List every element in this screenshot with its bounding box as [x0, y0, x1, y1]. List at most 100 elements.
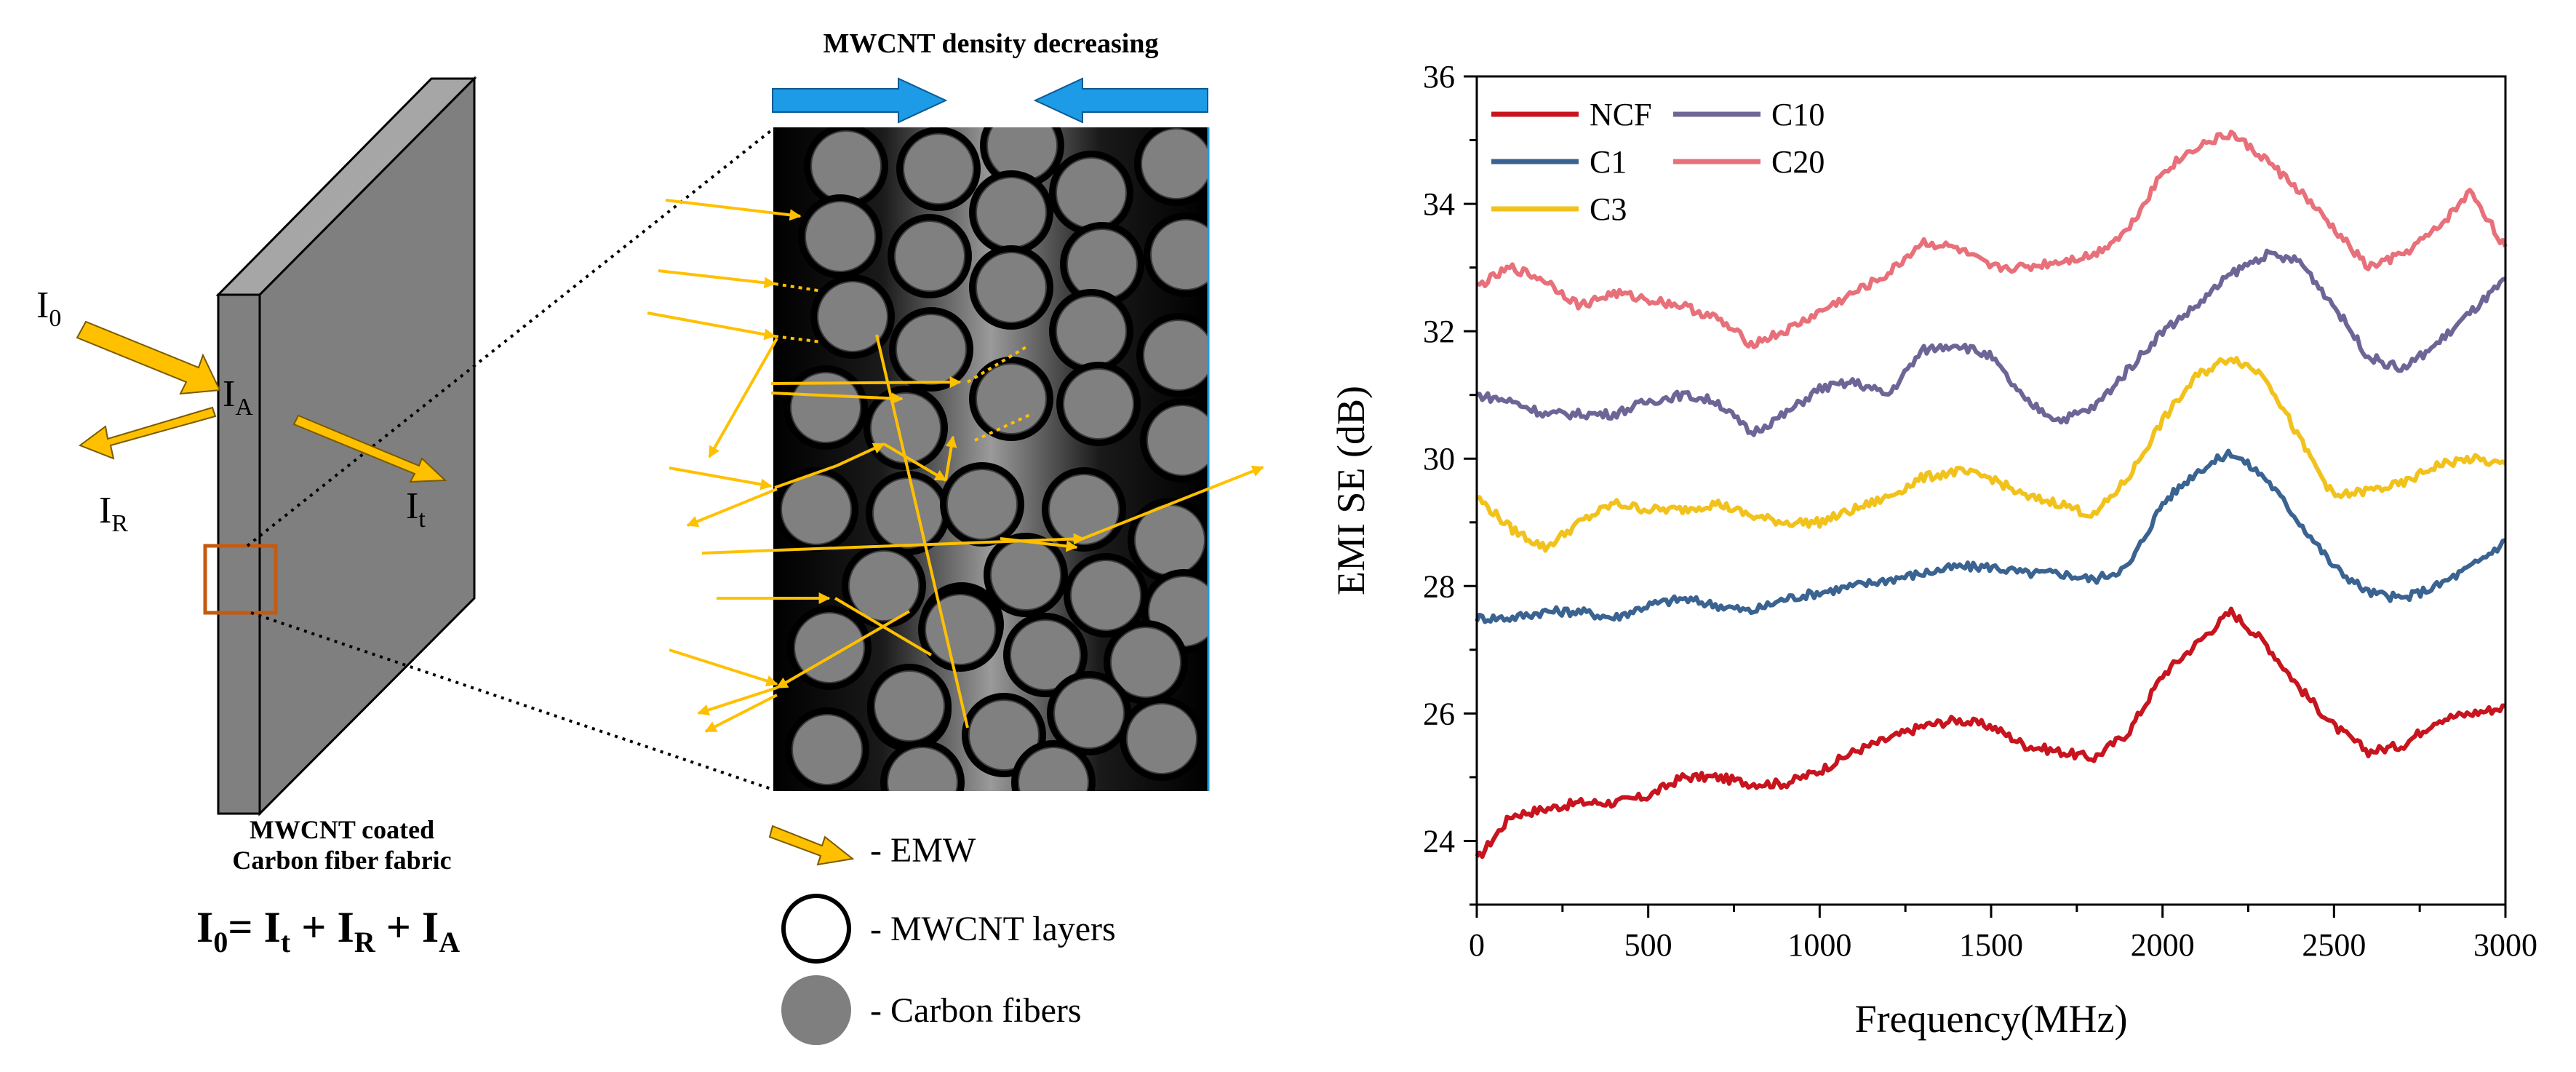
carbon-fiber	[872, 477, 944, 549]
x-tick-label: 0	[1469, 927, 1485, 963]
y-tick-label: 36	[1423, 59, 1455, 95]
carbon-fiber	[990, 539, 1061, 611]
emw-ray	[944, 435, 957, 481]
carbon-fiber	[1053, 678, 1125, 749]
chart-x-label: Frequency(MHz)	[1855, 997, 2128, 1041]
composite-cross-section	[773, 127, 1210, 791]
reflected-arrow	[78, 406, 217, 460]
fabric-caption-line1: MWCNT coated	[250, 815, 434, 844]
y-tick-label: 28	[1423, 568, 1455, 604]
series-line-c10	[1476, 248, 2506, 437]
legend-fiber-label: - Carbon fibers	[870, 991, 1082, 1030]
emw-reflected-ray	[708, 338, 778, 458]
carbon-fiber	[874, 670, 945, 742]
carbon-fiber	[805, 201, 876, 272]
fabric-caption-line2: Carbon fiber fabric	[232, 846, 451, 875]
carbon-fiber	[817, 281, 888, 352]
carbon-fiber	[1048, 474, 1120, 545]
carbon-fiber	[1018, 747, 1089, 791]
carbon-fiber	[790, 372, 861, 443]
carbon-fiber	[903, 133, 974, 205]
carbon-fiber	[870, 392, 941, 464]
emw-ray	[1073, 465, 1264, 544]
carbon-fiber	[968, 699, 1040, 771]
emw-ray	[1000, 537, 1078, 552]
emi-chart: 0 500 1000 1500 2000 2500 3000 24 26 28 30 32 34 36 F…	[1329, 59, 2537, 1041]
x-tick-label: 1500	[1959, 927, 2023, 963]
legend-label-ncf: NCF	[1590, 97, 1652, 132]
carbon-fiber	[1150, 219, 1208, 290]
y-tick-label: 32	[1423, 314, 1455, 349]
carbon-fiber	[848, 550, 920, 622]
emw-ray	[669, 648, 778, 687]
carbon-fiber	[1066, 229, 1138, 300]
chart-axes-group: 0 500 1000 1500 2000 2500 3000 24 26 28 30 32 34 36	[1423, 59, 2537, 963]
density-title: MWCNT density decreasing	[824, 28, 1159, 59]
chart-y-label: EMI SE (dB)	[1329, 386, 1373, 595]
emw-ray	[774, 464, 837, 489]
emw-ray	[647, 311, 776, 341]
x-tick-label: 1000	[1787, 927, 1851, 963]
series-line-c1	[1475, 448, 2506, 624]
zoom-region-box	[203, 544, 278, 615]
carbon-fiber	[1147, 405, 1208, 476]
series-line-ncf	[1475, 606, 2506, 859]
carbon-fiber	[896, 314, 967, 385]
wave-labels: I0 IA IR It	[36, 285, 426, 537]
emw-ray	[658, 269, 776, 289]
emw-ray	[770, 376, 962, 389]
legend-emw-arrow	[768, 825, 855, 866]
carbon-fiber	[894, 221, 965, 292]
fiber-layer	[774, 127, 1208, 791]
x-tick-label: 2500	[2302, 927, 2366, 963]
emw-reflected-ray	[686, 488, 778, 527]
chart-series-group	[1475, 130, 2508, 859]
carbon-fiber	[1126, 703, 1197, 774]
incident-arrow	[76, 320, 221, 395]
fabric-plate-diagram	[203, 76, 775, 817]
carbon-fiber	[1141, 128, 1208, 199]
legend-label-c1: C1	[1590, 144, 1627, 180]
carbon-fiber	[1010, 619, 1081, 691]
chart-plot-frame	[1475, 75, 2507, 906]
series-line-c3	[1476, 356, 2507, 553]
y-tick-label: 26	[1423, 696, 1455, 731]
middle-legend: - EMW - MWCNT layers - Carbon fibers	[768, 825, 1116, 1045]
emw-reflected-ray	[775, 610, 910, 689]
carbon-fiber	[1056, 157, 1127, 229]
emw-reflected-ray	[704, 694, 778, 733]
carbon-fiber	[986, 127, 1058, 181]
density-arrow-right	[772, 77, 948, 124]
carbon-fiber	[810, 130, 882, 202]
emw-ray	[882, 442, 947, 482]
label-ia: IA	[223, 373, 253, 421]
density-arrow-left	[1033, 77, 1208, 124]
carbon-fiber	[976, 177, 1047, 248]
plate-front-face	[217, 293, 261, 815]
legend-fiber-circle	[781, 975, 851, 1045]
x-tick-label: 500	[1624, 927, 1672, 963]
x-tick-label: 3000	[2473, 927, 2537, 963]
y-tick-label: 30	[1423, 441, 1455, 477]
legend-emw-label: - EMW	[870, 831, 976, 870]
y-tick-label: 24	[1423, 823, 1455, 859]
legend-mwcnt-circle	[781, 894, 851, 964]
wave-arrows-left	[76, 320, 447, 483]
carbon-fiber	[1070, 560, 1141, 631]
carbon-fiber	[794, 612, 865, 683]
carbon-fiber	[1056, 295, 1127, 367]
carbon-fiber	[1134, 504, 1205, 576]
legend-mwcnt-label: - MWCNT layers	[870, 910, 1116, 948]
emw-absorbed-ray	[974, 412, 1034, 442]
emw-ray	[770, 392, 904, 405]
balance-equation: I0= It + IR + IA	[196, 903, 460, 958]
carbon-fiber	[887, 747, 958, 791]
chart-legend: NCF C10 C1 C20 C3	[1491, 97, 1825, 227]
transmitted-arrow	[292, 414, 447, 483]
carbon-fiber	[781, 474, 852, 545]
emw-reflected-ray	[697, 686, 778, 716]
carbon-fiber	[946, 469, 1018, 540]
carbon-fiber	[791, 714, 863, 785]
label-it: It	[406, 485, 426, 533]
